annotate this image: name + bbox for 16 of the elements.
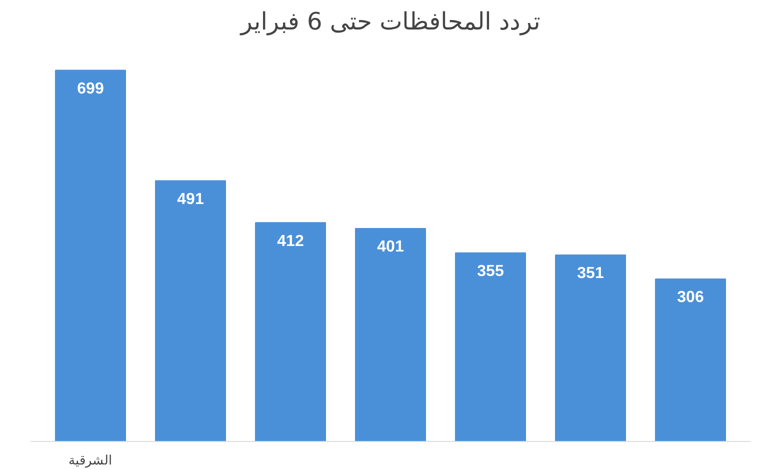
bar [55, 70, 126, 442]
data-label: 351 [577, 265, 604, 282]
x-tick-label: الشرقية [68, 452, 112, 468]
bar [155, 180, 226, 442]
bar [555, 254, 626, 442]
bar [655, 278, 726, 442]
data-label: 401 [377, 238, 404, 256]
bar [355, 228, 426, 442]
data-label: 306 [677, 289, 704, 306]
data-label: 355 [477, 263, 504, 280]
bar [255, 222, 326, 442]
data-label: 699 [77, 80, 104, 98]
data-label: 412 [277, 232, 304, 250]
bar [455, 252, 526, 442]
chart-title: تردد المحافظات حتى 6 فبراير [240, 8, 540, 36]
data-label: 491 [177, 190, 204, 208]
